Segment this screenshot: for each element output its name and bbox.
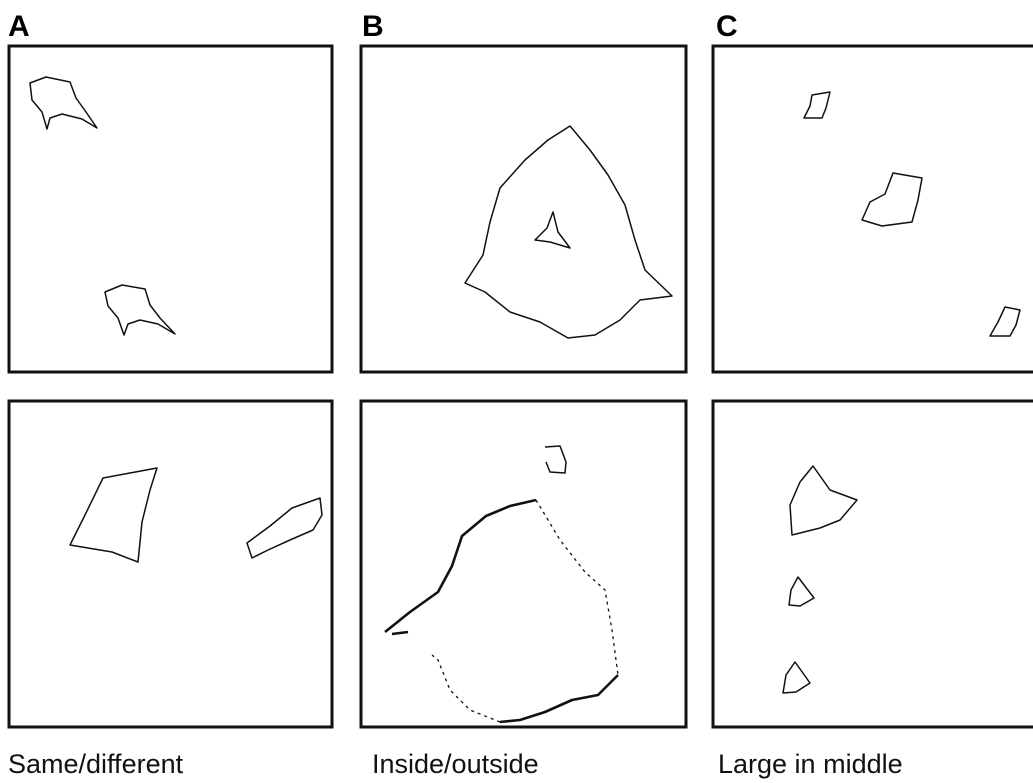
stimulus-box [359, 44, 688, 374]
stimulus-box [359, 399, 688, 729]
shape [391, 630, 409, 636]
stimulus-box [7, 399, 334, 729]
shape [861, 172, 923, 227]
panel-a [7, 44, 334, 729]
panel-letter: B [362, 10, 384, 43]
panel-caption: Inside/outside [372, 749, 539, 779]
shape [104, 284, 176, 336]
shape [544, 445, 567, 474]
shape [464, 125, 673, 339]
panel-letter: C [716, 10, 738, 43]
shape [535, 499, 619, 676]
shape [499, 674, 619, 724]
shape [789, 465, 858, 536]
shape [782, 661, 811, 694]
stimulus-box [711, 44, 1033, 374]
shape [384, 498, 537, 634]
panel-caption: Same/different [8, 749, 184, 779]
stimulus-box [711, 399, 1033, 729]
panel-letter: A [8, 10, 30, 43]
panel-caption: Large in middle [718, 749, 903, 779]
panel-b [359, 44, 688, 729]
panel-c [711, 44, 1033, 729]
shape [246, 497, 323, 559]
shape [989, 306, 1021, 337]
shape [788, 576, 815, 607]
shape [534, 211, 571, 249]
stimulus-box [7, 44, 334, 374]
shape [69, 467, 158, 563]
shape [803, 91, 831, 119]
shape [29, 76, 98, 130]
shape [431, 654, 501, 723]
